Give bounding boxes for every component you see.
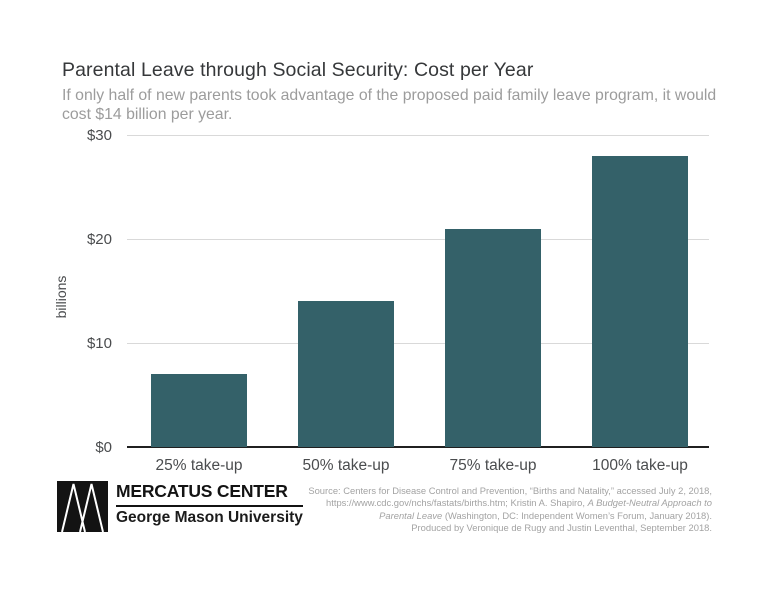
source-line: Parental Leave (Washington, DC: Independ…	[379, 509, 712, 521]
chart-header: Parental Leave through Social Security: …	[62, 59, 742, 124]
source-note: Source: Centers for Disease Control and …	[242, 485, 712, 535]
grid-line	[127, 135, 709, 136]
bar	[298, 301, 394, 447]
grid-line	[127, 343, 709, 344]
source-line: Source: Centers for Disease Control and …	[308, 485, 712, 496]
mercatus-triangles-icon	[57, 481, 108, 532]
y-tick-label: $0	[95, 439, 112, 456]
source-line: Produced by Veronique de Rugy and Justin…	[411, 522, 712, 534]
x-category-label: 75% take-up	[449, 457, 537, 474]
y-axis-label: billions	[53, 275, 69, 319]
bar	[592, 155, 688, 447]
y-tick-label: $30	[86, 127, 112, 144]
mercatus-logo: MERCATUS CENTER George Mason University	[57, 481, 303, 532]
logo-text: MERCATUS CENTER George Mason University	[116, 481, 303, 527]
logo-org-name: MERCATUS CENTER	[116, 481, 303, 507]
grid-line	[127, 239, 709, 240]
x-category-label: 25% take-up	[155, 457, 243, 474]
bar	[445, 228, 541, 447]
chart-title: Parental Leave through Social Security: …	[62, 59, 534, 81]
y-tick-label: $20	[86, 231, 112, 248]
x-category-label: 50% take-up	[302, 457, 390, 474]
logo-sub-name: George Mason University	[116, 509, 303, 526]
x-category-label: 100% take-up	[592, 457, 688, 474]
chart-subtitle: If only half of new parents took advanta…	[62, 87, 717, 123]
source-line: https://www.cdc.gov/nchs/fastats/births.…	[326, 497, 712, 509]
y-tick-label: $10	[86, 335, 112, 352]
x-axis-baseline	[127, 446, 709, 448]
bar	[151, 374, 247, 447]
